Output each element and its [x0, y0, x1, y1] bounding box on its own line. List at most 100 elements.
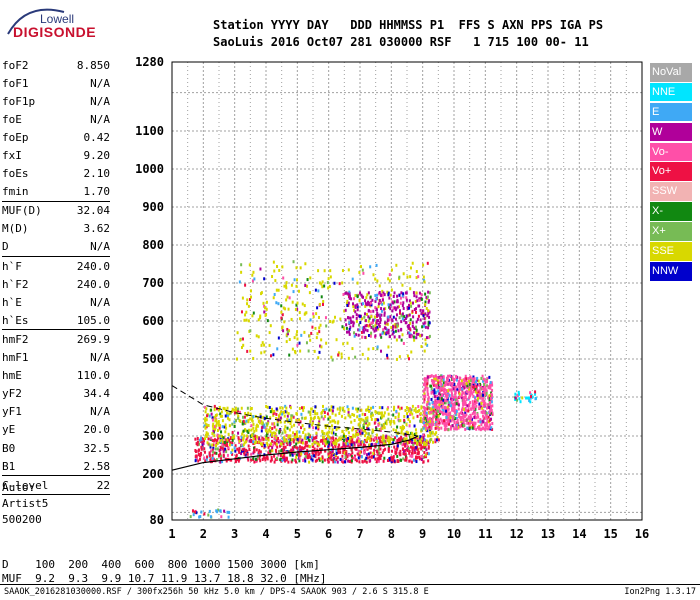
- echo-point: [365, 447, 368, 451]
- echo-point: [380, 440, 383, 444]
- echo-point: [312, 417, 315, 421]
- x-tick-label: 15: [603, 527, 617, 541]
- echo-point: [424, 338, 427, 342]
- echo-point: [209, 458, 212, 462]
- echo-point: [327, 455, 330, 459]
- echo-point: [427, 393, 430, 397]
- echo-point: [292, 260, 295, 264]
- echo-point: [244, 449, 247, 453]
- echo-point: [298, 430, 301, 434]
- echo-point: [422, 383, 425, 387]
- echo-point: [213, 434, 216, 438]
- echo-point: [240, 438, 243, 442]
- echo-point: [302, 430, 305, 434]
- echo-point: [300, 452, 303, 456]
- echo-point: [331, 419, 334, 423]
- echo-point: [414, 446, 417, 450]
- echo-point: [463, 379, 466, 383]
- echo-point: [294, 458, 297, 462]
- echo-point: [277, 336, 280, 340]
- echo-point: [381, 415, 384, 419]
- echo-point: [472, 375, 475, 379]
- echo-point: [477, 419, 480, 423]
- echo-point: [283, 448, 286, 452]
- echo-point: [346, 299, 349, 303]
- echo-point: [319, 457, 322, 461]
- echo-point: [488, 385, 491, 389]
- echo-point: [392, 459, 395, 463]
- echo-point: [426, 382, 429, 386]
- echo-point: [342, 440, 345, 444]
- echo-point: [261, 341, 264, 345]
- echo-point: [328, 430, 331, 434]
- echo-point: [380, 313, 383, 317]
- echo-point: [249, 349, 252, 353]
- echo-point: [438, 385, 441, 389]
- echo-point: [455, 420, 458, 424]
- echo-point: [198, 457, 201, 461]
- echo-point: [406, 415, 409, 419]
- echo-point: [455, 425, 458, 429]
- echo-point: [416, 455, 419, 459]
- echo-point: [392, 315, 395, 319]
- echo-point: [415, 328, 418, 332]
- echo-point: [211, 448, 214, 452]
- echo-point: [217, 420, 220, 424]
- echo-point: [293, 435, 296, 439]
- echo-point: [380, 309, 383, 313]
- echo-point: [367, 347, 370, 351]
- echo-point: [222, 449, 225, 453]
- echo-point: [268, 343, 271, 347]
- echo-point: [336, 456, 339, 460]
- echo-point: [332, 458, 335, 462]
- echo-point: [205, 423, 208, 427]
- echo-point: [406, 314, 409, 318]
- echo-point: [224, 443, 227, 447]
- echo-point: [403, 318, 406, 322]
- echo-point: [446, 377, 449, 381]
- echo-point: [427, 312, 430, 316]
- echo-point: [219, 454, 222, 458]
- echo-point: [273, 460, 276, 464]
- echo-point: [440, 376, 443, 380]
- echo-point: [353, 418, 356, 422]
- echo-point: [320, 295, 323, 299]
- echo-point: [414, 436, 417, 440]
- echo-point: [314, 288, 317, 292]
- echo-point: [414, 451, 417, 455]
- echo-point: [243, 452, 246, 456]
- muf-row: MUF 9.2 9.3 9.9 10.7 11.9 13.7 18.8 32.0…: [2, 572, 327, 585]
- echo-point: [424, 418, 427, 422]
- echo-point: [355, 316, 358, 320]
- echo-point: [284, 445, 287, 449]
- echo-point: [433, 408, 436, 412]
- echo-point: [490, 400, 493, 404]
- echo-point: [446, 422, 449, 426]
- echo-point: [462, 420, 465, 424]
- echo-point: [295, 432, 298, 436]
- echo-point: [231, 422, 234, 426]
- echo-point: [445, 415, 448, 419]
- echo-point: [400, 437, 403, 441]
- echo-point: [378, 324, 381, 328]
- echo-point: [399, 296, 402, 300]
- echo-point: [271, 449, 274, 453]
- echo-point: [423, 349, 426, 353]
- param-name: hmF2: [2, 332, 29, 346]
- echo-point: [456, 418, 459, 422]
- echo-point: [427, 300, 430, 304]
- echo-point: [366, 419, 369, 423]
- echo-point: [381, 289, 384, 293]
- echo-point: [273, 454, 276, 458]
- echo-point: [534, 392, 537, 396]
- echo-point: [471, 400, 474, 404]
- echo-point: [341, 445, 344, 449]
- echo-point: [442, 409, 445, 413]
- echo-point: [374, 277, 377, 281]
- echo-point: [426, 314, 429, 318]
- echo-point: [252, 415, 255, 419]
- echo-point: [297, 422, 300, 426]
- echo-point: [415, 276, 418, 280]
- echo-point: [459, 382, 462, 386]
- echo-point: [342, 293, 345, 297]
